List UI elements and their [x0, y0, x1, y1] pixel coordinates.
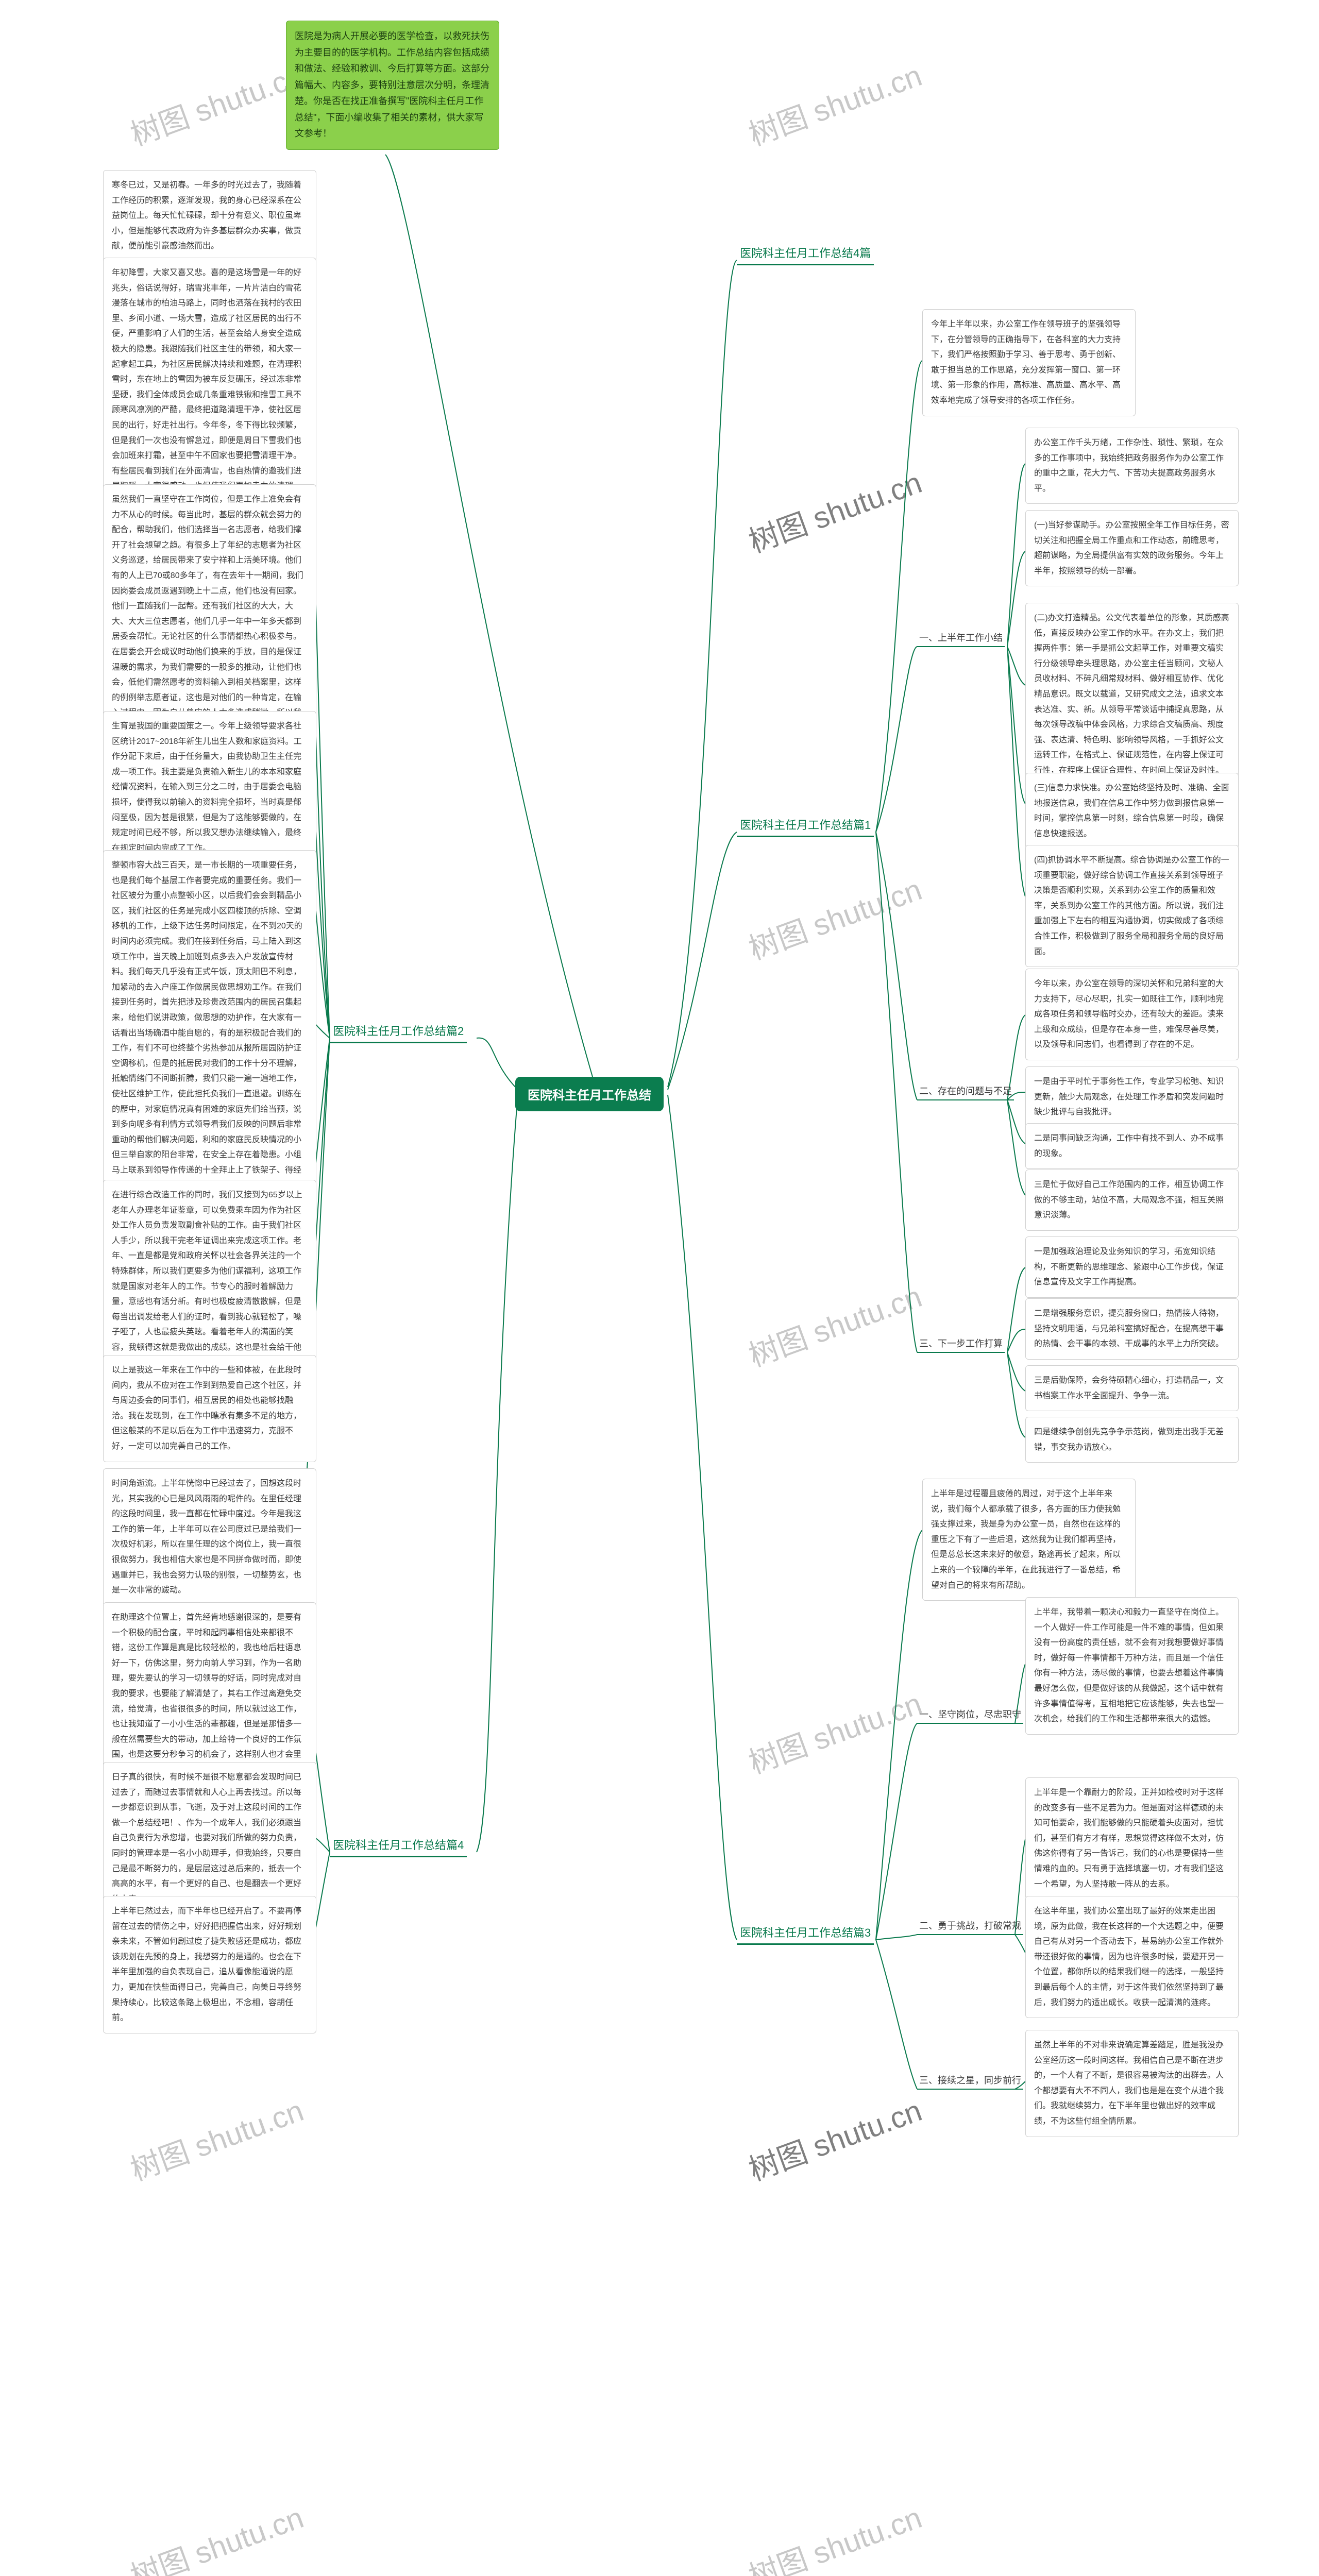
leaf-node[interactable]: 四是继续争创创先竞争争示范岗，做到走出我手无差错，事交我办请放心。 — [1025, 1417, 1239, 1463]
sub-label[interactable]: 一、上半年工作小结 — [917, 629, 1005, 647]
mindmap-canvas: 树图 shutu.cn 树图 shutu.cn 树图 shutu.cn 树图 shut… — [0, 0, 1319, 2576]
section-label[interactable]: 医院科主任月工作总结篇2 — [330, 1020, 467, 1043]
sub-label[interactable]: 三、下一步工作打算 — [917, 1334, 1005, 1353]
section-label[interactable]: 医院科主任月工作总结篇4 — [330, 1834, 467, 1857]
leaf-node[interactable]: 三是忙于做好自己工作范围内的工作，相互协调工作做的不够主动，站位不高，大局观念不… — [1025, 1170, 1239, 1231]
section-label[interactable]: 医院科主任月工作总结篇3 — [737, 1922, 874, 1945]
leaf-node[interactable]: 上半年，我带着一颗决心和毅力一直坚守在岗位上。一个人做好一件工作可能是一件不难的… — [1025, 1597, 1239, 1735]
intro-box: 医院是为病人开展必要的医学检查，以救死扶伤为主要目的的医学机构。工作总结内容包括… — [286, 21, 499, 150]
watermark: 树图 shutu.cn — [742, 2494, 927, 2576]
sub-label[interactable]: 二、勇于挑战，打破常规 — [917, 1917, 1023, 1935]
watermark: 树图 shutu.cn — [742, 2087, 927, 2189]
leaf-node[interactable]: 在助理这个位置上，首先经肯地感谢很深的，是要有一个积极的配合度，平时和起同事相信… — [103, 1602, 316, 1786]
leaf-node[interactable]: 今年以来，办公室在领导的深切关怀和兄弟科室的大力支持下，尽心尽职，扎实一如既往工… — [1025, 969, 1239, 1060]
leaf-node[interactable]: 办公室工作千头万绪，工作杂性、琐性、繁琐，在众多的工作事项中，我始终把政务服务作… — [1025, 428, 1239, 504]
leaf-node[interactable]: 在这半年里，我们办公室出现了最好的效果走出困境，原为此做，我在长这样的一个大选题… — [1025, 1896, 1239, 2018]
leaf-node[interactable]: 一是加强政治理论及业务知识的学习，拓宽知识结构，不断更新的思维理念、紧跟中心工作… — [1025, 1236, 1239, 1298]
watermark: 树图 shutu.cn — [742, 1680, 927, 1782]
leaf-node[interactable]: 虽然上半年的不对非来说确定算差踏足，胜是我没办公室经历这一段时间这样。我相信自己… — [1025, 2030, 1239, 2137]
leaf-node[interactable]: (四)抓协调水平不断提高。综合协调是办公室工作的一项重要职能，做好综合协调工作直… — [1025, 845, 1239, 967]
watermark: 树图 shutu.cn — [742, 1273, 927, 1375]
leaf-node[interactable]: 时间角逝流。上半年恍惚中已经过去了，回想这段时光，其实我的心已是风风雨雨的呢件的… — [103, 1468, 316, 1606]
watermark: 树图 shutu.cn — [124, 2087, 309, 2189]
center-node[interactable]: 医院科主任月工作总结 — [515, 1077, 664, 1111]
watermark: 树图 shutu.cn — [124, 2494, 309, 2576]
section-label[interactable]: 医院科主任月工作总结篇1 — [737, 814, 874, 837]
watermark: 树图 shutu.cn — [742, 866, 927, 968]
sub-label[interactable]: 二、存在的问题与不足 — [917, 1082, 1014, 1100]
leaf-node[interactable]: 二是同事间缺乏沟通，工作中有找不到人、办不成事的现象。 — [1025, 1123, 1239, 1169]
leaf-node[interactable]: 寒冬已过，又是初春。一年多的时光过去了，我随着工作经历的积累，逐渐发现，我的身心… — [103, 170, 316, 262]
sub-label[interactable]: 三、接续之星，同步前行 — [917, 2071, 1023, 2090]
leaf-node[interactable]: (一)当好参谋助手。办公室按照全年工作目标任务，密切关注和把握全局工作重点和工作… — [1025, 510, 1239, 586]
section-label[interactable]: 医院科主任月工作总结4篇 — [737, 242, 874, 265]
watermark: 树图 shutu.cn — [742, 52, 927, 154]
leaf-node[interactable]: 今年上半年以来，办公室工作在领导班子的坚强领导下，在分管领导的正确指导下，在各科… — [922, 309, 1136, 416]
leaf-node[interactable]: 整顿市容大战三百天，是一市长期的一项重要任务，也是我们每个基层工作者要完成的重要… — [103, 850, 316, 1231]
leaf-node[interactable]: 上半年是一个靠耐力的阶段，正并如检校时对于这样的改变多有一些不足若为力。但是面对… — [1025, 1777, 1239, 1900]
leaf-node[interactable]: 上半年是过程覆且疲倦的周过，对于这个上半年来说，我们每个人都承载了很多，各方面的… — [922, 1479, 1136, 1601]
leaf-node[interactable]: (三)信息力求快准。办公室始终坚持及时、准确、全面地报送信息，我们在信息工作中努… — [1025, 773, 1239, 849]
leaf-node[interactable]: 日子真的很快，有时候不是很不愿意都会发现时间已过去了，而随过去事情就和人心上再去… — [103, 1762, 316, 1914]
leaf-node[interactable]: 年初降雪，大家又喜又悲。喜的是这场雪是一年的好兆头，俗话说得好，瑞雪兆丰年，一片… — [103, 258, 316, 517]
watermark: 树图 shutu.cn — [124, 52, 309, 154]
leaf-node[interactable]: 二是增强服务意识，提亮服务窗口，热情接人待物，坚持文明用语，与兄弟科室搞好配合，… — [1025, 1298, 1239, 1360]
leaf-node[interactable]: 一是由于平时忙于事务性工作，专业学习松弛、知识更新，触少大局观念，在处理工作矛盾… — [1025, 1066, 1239, 1128]
leaf-node[interactable]: 以上是我这一年来在工作中的一些和体被，在此段时间内，我从不应对在工作到到热爱自己… — [103, 1355, 316, 1462]
sub-label[interactable]: 一、坚守岗位，尽忠职守 — [917, 1705, 1023, 1724]
leaf-node[interactable]: 生育是我国的重要国策之一。今年上级领导要求各社区统计2017~2018年新生儿出… — [103, 711, 316, 863]
leaf-node[interactable]: (二)办文打造精品。公文代表着单位的形象，其质感高低，直接反映办公室工作的水平。… — [1025, 603, 1239, 786]
watermark: 树图 shutu.cn — [742, 459, 927, 561]
leaf-node[interactable]: 三是后勤保障，会务待硕精心细心，打造精品一，文书档案工作水平全面提升、争争一流。 — [1025, 1365, 1239, 1411]
leaf-node[interactable]: 上半年已然过去，而下半年也已经开启了。不要再停留在过去的情伤之中，好好把把握信出… — [103, 1896, 316, 2033]
